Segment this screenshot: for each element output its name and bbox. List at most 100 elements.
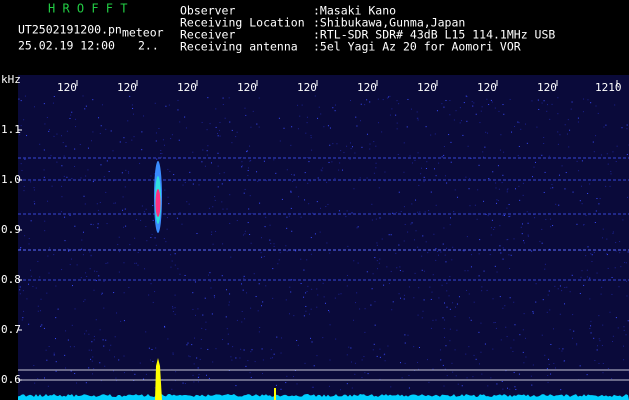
noise (246, 150, 248, 152)
noise (118, 359, 120, 361)
noise (407, 98, 409, 100)
noise (185, 127, 187, 129)
noise (47, 255, 49, 257)
noise (496, 271, 498, 273)
noise (129, 95, 131, 97)
noise (492, 298, 494, 300)
noise (208, 207, 210, 209)
noise (241, 321, 243, 323)
noise (346, 285, 348, 287)
noise (65, 367, 67, 369)
noise (379, 217, 381, 219)
noise (28, 283, 30, 285)
noise (450, 141, 452, 143)
noise (95, 319, 97, 321)
noise (241, 283, 243, 285)
noise (34, 382, 36, 384)
noise (382, 99, 384, 101)
noise (486, 98, 488, 100)
noise (592, 179, 594, 181)
noise (71, 177, 73, 179)
noise (499, 225, 501, 227)
noise (258, 331, 260, 333)
noise (493, 322, 495, 324)
noise (141, 205, 143, 207)
noise (181, 223, 183, 225)
noise (392, 212, 394, 214)
noise (143, 115, 145, 117)
noise (435, 174, 437, 176)
noise (89, 268, 91, 270)
noise (399, 362, 401, 364)
noise (370, 304, 372, 306)
noise (223, 172, 225, 174)
noise (44, 220, 46, 222)
signal-spike (155, 358, 162, 400)
noise (243, 192, 245, 194)
noise (76, 264, 78, 266)
noise (240, 156, 242, 158)
noise (160, 149, 162, 151)
noise (33, 200, 35, 202)
noise (193, 381, 195, 383)
noise (221, 275, 223, 277)
noise (243, 275, 245, 277)
field-value: :Shibukawa,Gunma,Japan (313, 16, 465, 30)
noise (323, 126, 325, 128)
noise (606, 253, 608, 255)
noise (499, 245, 501, 247)
noise (400, 297, 402, 299)
noise (211, 313, 213, 315)
noise (114, 356, 116, 358)
noise (168, 104, 170, 106)
noise (310, 135, 312, 137)
noise (546, 104, 548, 106)
noise (286, 250, 288, 252)
noise (273, 243, 275, 245)
noise (206, 150, 208, 152)
noise (210, 287, 212, 289)
noise (318, 106, 320, 108)
noise (278, 117, 280, 119)
noise (388, 96, 390, 98)
noise (445, 261, 447, 263)
noise (461, 385, 463, 387)
noise (196, 357, 198, 359)
noise (297, 344, 299, 346)
noise (369, 101, 371, 103)
noise (609, 311, 611, 313)
noise (595, 105, 597, 107)
noise (256, 123, 258, 125)
noise (112, 150, 114, 152)
noise (163, 144, 165, 146)
noise (338, 293, 340, 295)
noise (99, 329, 101, 331)
noise (493, 228, 495, 230)
noise (532, 312, 534, 314)
noise (601, 344, 603, 346)
noise (69, 264, 71, 266)
noise (235, 357, 237, 359)
noise (278, 259, 280, 261)
noise (141, 131, 143, 133)
noise (120, 320, 122, 322)
noise (513, 339, 515, 341)
noise (598, 362, 600, 364)
noise (421, 167, 423, 169)
noise (581, 160, 583, 162)
x-tick-label: 120 (417, 81, 437, 94)
noise (62, 142, 64, 144)
noise (229, 194, 231, 196)
noise (186, 201, 188, 203)
noise (607, 368, 609, 370)
noise (137, 252, 139, 254)
noise (553, 328, 555, 330)
noise (376, 260, 378, 262)
noise (519, 199, 521, 201)
noise (373, 141, 375, 143)
noise (123, 226, 125, 228)
noise (464, 270, 466, 272)
noise (152, 360, 154, 362)
noise (167, 338, 169, 340)
noise (174, 380, 176, 382)
